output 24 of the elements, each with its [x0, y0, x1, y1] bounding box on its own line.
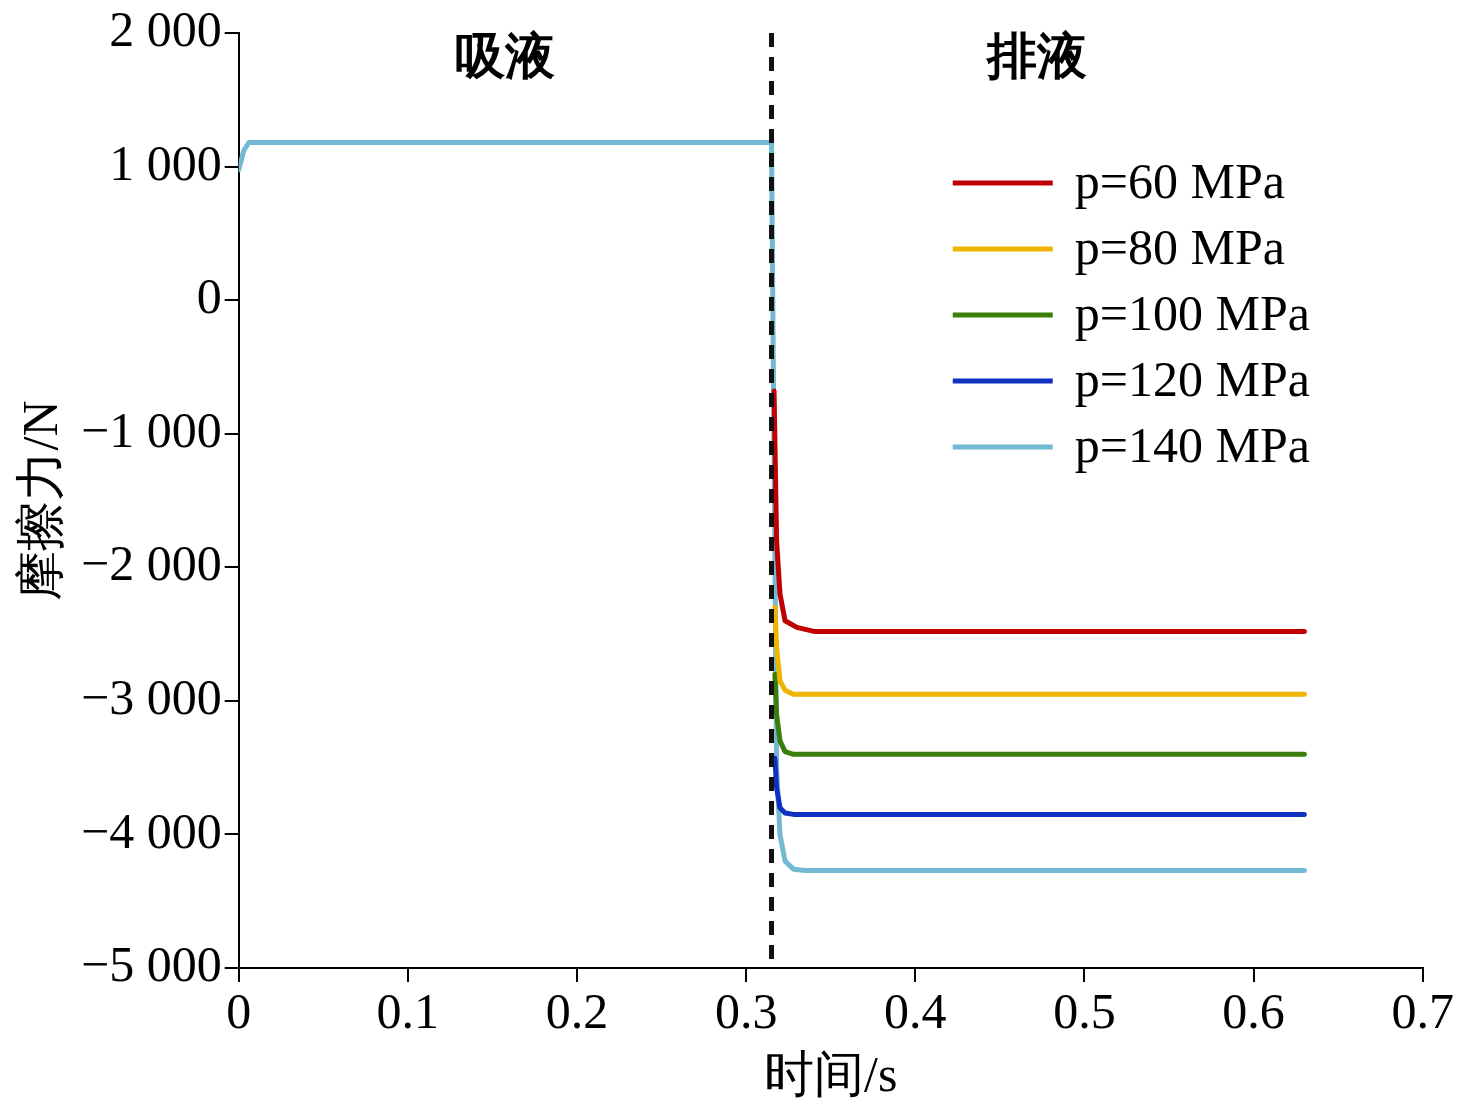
- legend-label: p=60 MPa: [1074, 153, 1285, 210]
- x-axis-title: 时间/s: [764, 1046, 898, 1103]
- x-tick-label: 0.3: [714, 983, 778, 1040]
- y-tick-label: 1 000: [109, 134, 222, 191]
- x-tick-label: 0.1: [376, 983, 440, 1040]
- annotation: 排液: [985, 27, 1088, 84]
- y-tick-label: −3 000: [81, 668, 222, 725]
- y-tick-label: 2 000: [109, 1, 222, 58]
- y-tick-label: −1 000: [81, 401, 222, 458]
- x-tick-label: 0.6: [1222, 983, 1285, 1040]
- y-tick-label: −5 000: [81, 936, 222, 993]
- legend-label: p=100 MPa: [1074, 285, 1310, 342]
- annotation: 吸液: [455, 27, 556, 84]
- y-axis-title: 摩擦力/N: [12, 400, 69, 601]
- x-tick-label: 0.2: [545, 983, 609, 1040]
- x-tick-label: 0.5: [1053, 983, 1116, 1040]
- x-tick-label: 0.7: [1391, 983, 1454, 1040]
- y-tick-label: −2 000: [81, 535, 222, 592]
- legend-label: p=80 MPa: [1074, 219, 1285, 276]
- legend-label: p=140 MPa: [1074, 417, 1310, 474]
- legend-label: p=120 MPa: [1074, 351, 1310, 408]
- y-tick-label: −4 000: [81, 802, 222, 859]
- y-tick-label: 0: [196, 268, 222, 325]
- x-tick-label: 0.4: [884, 983, 947, 1040]
